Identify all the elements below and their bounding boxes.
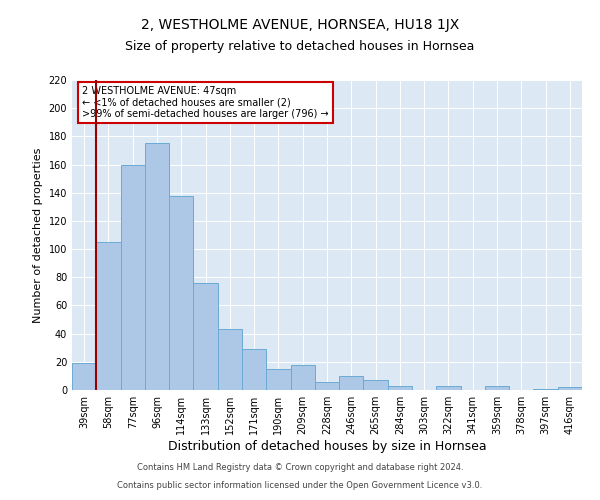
Bar [290,364,315,390]
X-axis label: Distribution of detached houses by size in Hornsea: Distribution of detached houses by size … [167,440,487,453]
Bar [364,380,388,390]
Bar [72,363,96,390]
Bar [218,330,242,390]
Bar [558,387,582,390]
Bar [266,369,290,390]
Bar [121,164,145,390]
Bar [193,283,218,390]
Y-axis label: Number of detached properties: Number of detached properties [33,148,43,322]
Bar [533,388,558,390]
Text: Contains HM Land Registry data © Crown copyright and database right 2024.: Contains HM Land Registry data © Crown c… [137,464,463,472]
Text: Contains public sector information licensed under the Open Government Licence v3: Contains public sector information licen… [118,481,482,490]
Bar [339,376,364,390]
Bar [388,386,412,390]
Bar [485,386,509,390]
Text: 2 WESTHOLME AVENUE: 47sqm
← <1% of detached houses are smaller (2)
>99% of semi-: 2 WESTHOLME AVENUE: 47sqm ← <1% of detac… [82,86,329,120]
Text: Size of property relative to detached houses in Hornsea: Size of property relative to detached ho… [125,40,475,53]
Bar [145,144,169,390]
Bar [96,242,121,390]
Text: 2, WESTHOLME AVENUE, HORNSEA, HU18 1JX: 2, WESTHOLME AVENUE, HORNSEA, HU18 1JX [141,18,459,32]
Bar [169,196,193,390]
Bar [242,349,266,390]
Bar [436,386,461,390]
Bar [315,382,339,390]
